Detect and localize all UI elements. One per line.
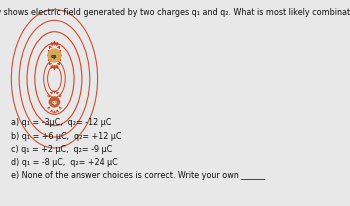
Text: q₂: q₂	[51, 100, 57, 105]
Text: d) q₁ = -8 μC,  q₂= +24 μC: d) q₁ = -8 μC, q₂= +24 μC	[11, 157, 118, 166]
Text: b) q₁ = +6 μC,  q₂= +12 μC: b) q₁ = +6 μC, q₂= +12 μC	[11, 131, 122, 140]
Text: e) None of the answer choices is correct. Write your own ______: e) None of the answer choices is correct…	[11, 170, 266, 179]
Circle shape	[48, 50, 61, 63]
Text: a) q₁ = -3μC,  q₂= -12 μC: a) q₁ = -3μC, q₂= -12 μC	[11, 118, 112, 127]
Text: q₁: q₁	[51, 54, 58, 59]
Text: The figure below shows electric field generated by two charges q₁ and q₂. What i: The figure below shows electric field ge…	[0, 8, 350, 17]
Circle shape	[50, 97, 60, 107]
Text: c) q₁ = +2 μC,  q₂= -9 μC: c) q₁ = +2 μC, q₂= -9 μC	[11, 144, 113, 153]
